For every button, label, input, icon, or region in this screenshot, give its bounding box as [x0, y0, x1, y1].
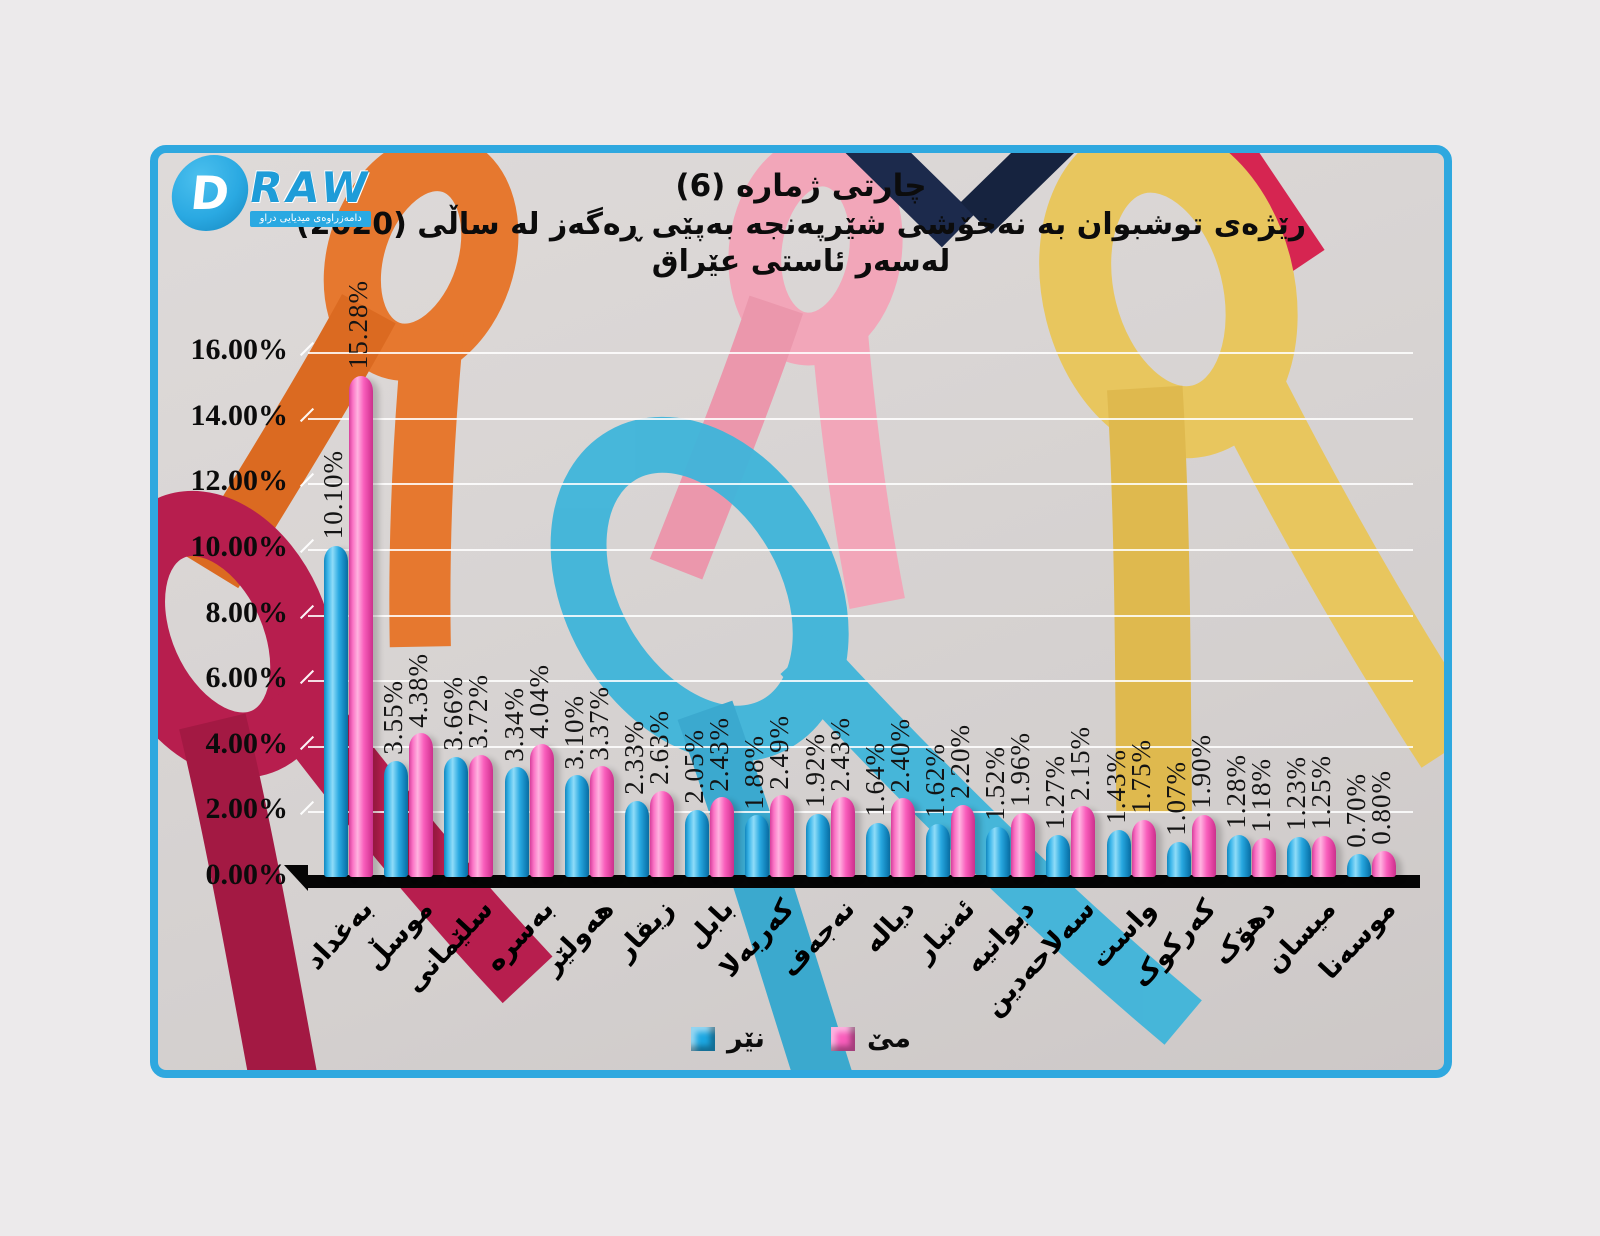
female-legend-label: مێ [866, 1023, 911, 1054]
female-bar-17 [1312, 835, 1337, 877]
male-bar-2 [384, 760, 409, 877]
female-bar-10 [890, 798, 915, 877]
female-bar-11 [951, 804, 975, 877]
male-bar-10 [865, 823, 890, 877]
female-bar-2 [409, 733, 434, 877]
female-value-label-14: 1.75% [1125, 738, 1156, 814]
female-bar-12 [1011, 812, 1036, 877]
gridline-10 [308, 548, 1413, 551]
female-bar-16 [1252, 838, 1276, 877]
gridline-16 [308, 352, 1413, 354]
male-bar-13 [1046, 835, 1071, 877]
male-bar-18 [1347, 854, 1372, 877]
male-bar-4 [504, 767, 529, 877]
draw-logo-raw-text: RAW [245, 163, 376, 212]
female-value-label-10: 2.40% [884, 717, 915, 793]
female-bar-8 [770, 795, 795, 877]
male-bar-9 [805, 814, 830, 877]
y-axis-label: 2.00% [205, 792, 289, 826]
male-bar-17 [1287, 836, 1312, 877]
gridline-8 [308, 614, 1413, 617]
male-bar-16 [1227, 835, 1251, 877]
legend-entry-female: مێ [830, 1023, 911, 1054]
y-axis-label: 12.00% [190, 464, 289, 498]
gridline-6 [308, 680, 1413, 683]
male-legend-label: نێر [726, 1023, 765, 1054]
legend-entry-male: نێر [690, 1023, 765, 1054]
y-axis-label: 14.00% [190, 398, 289, 432]
female-legend-marker [830, 1026, 855, 1051]
female-bar-4 [529, 744, 554, 877]
gridline-4 [308, 745, 1413, 748]
draw-logo: D RAW دامەزراوەی میدیایی دراو [168, 155, 376, 231]
draw-logo-d-icon: D [168, 155, 252, 231]
female-value-label-9: 2.43% [824, 716, 855, 792]
female-value-label-18: 0.80% [1366, 770, 1397, 845]
male-bar-8 [745, 815, 770, 877]
female-bar-18 [1372, 850, 1397, 877]
y-axis-label: 16.00% [190, 333, 289, 366]
female-value-label-11: 2.20% [945, 724, 975, 799]
female-value-label-2: 4.38% [403, 652, 434, 728]
y-axis-label: 0.00% [205, 858, 289, 891]
female-bar-15 [1191, 814, 1216, 877]
male-bar-14 [1106, 830, 1131, 877]
female-value-label-12: 1.96% [1005, 731, 1036, 807]
gridline-12 [308, 483, 1413, 486]
male-bar-1 [324, 545, 348, 877]
female-value-label-8: 2.49% [764, 714, 795, 790]
female-bar-9 [830, 797, 855, 877]
female-value-label-3: 3.72% [463, 674, 494, 749]
female-value-label-17: 1.25% [1306, 755, 1337, 830]
female-bar-13 [1071, 806, 1096, 877]
chart-card: D RAW دامەزراوەی میدیایی دراو چارتی ژمار… [150, 145, 1452, 1078]
female-bar-7 [710, 797, 735, 877]
female-bar-3 [469, 754, 494, 877]
chart-legend: نێر مێ [158, 1023, 1444, 1054]
male-bar-5 [564, 775, 589, 877]
ribbon-photo-background [158, 153, 1444, 1070]
gridline-2 [308, 811, 1413, 814]
female-value-label-15: 1.90% [1185, 733, 1216, 809]
bar-chart-plot-area: 16.00% 14.00% 12.00% 10.00% 8.00% 6.00% 4.00% 2… [158, 153, 1444, 1070]
male-bar-12 [986, 827, 1011, 877]
male-bar-6 [625, 800, 649, 877]
draw-logo-tagline: دامەزراوەی میدیایی دراو [250, 211, 372, 227]
y-axis-label: 4.00% [205, 726, 289, 760]
female-bar-5 [589, 766, 614, 877]
y-axis-label: 6.00% [205, 661, 289, 695]
male-value-label-1: 10.10% [318, 450, 348, 540]
female-bar-6 [650, 790, 674, 877]
female-value-label-6: 2.63% [644, 709, 674, 785]
female-value-label-4: 4.04% [523, 663, 554, 739]
female-bar-14 [1131, 819, 1156, 877]
chart-title-line3: لەسەر ئاستی عێراق [651, 244, 951, 280]
male-bar-15 [1166, 841, 1191, 877]
x-axis-left-wedge [284, 865, 308, 891]
female-value-label-1: 15.28% [343, 280, 373, 370]
male-bar-7 [685, 809, 710, 877]
chart-title: چارتی ژماره (6) رێژەی توشبوان به نەخۆشی … [158, 167, 1444, 281]
female-bar-1 [349, 375, 373, 877]
y-axis-label: 8.00% [205, 595, 289, 629]
female-value-label-5: 3.37% [583, 685, 614, 761]
chart-title-line1: چارتی ژماره (6) [675, 168, 927, 204]
male-bar-3 [444, 756, 469, 877]
female-value-label-16: 1.18% [1246, 757, 1276, 833]
male-bar-11 [926, 823, 950, 877]
y-axis-label: 10.00% [190, 529, 289, 563]
female-value-label-13: 2.15% [1065, 725, 1096, 801]
x-axis-baseline [306, 875, 1420, 888]
gridline-14 [308, 417, 1413, 420]
male-legend-marker [690, 1026, 715, 1051]
navy-ribbon [845, 153, 1075, 248]
female-value-label-7: 2.43% [704, 716, 735, 792]
chart-title-line2: رێژەی توشبوان به نەخۆشی شێرپەنجە بەپێی ڕ… [296, 206, 1307, 242]
